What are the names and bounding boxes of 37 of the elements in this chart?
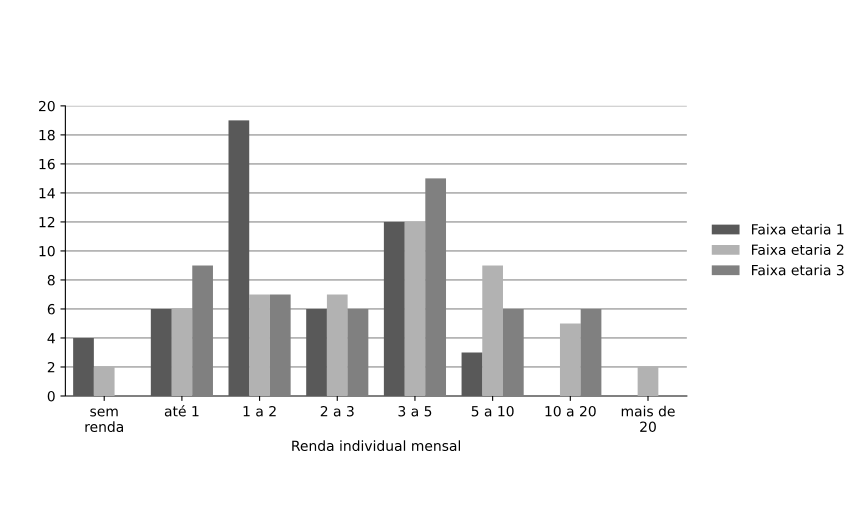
y-tick-label: 14 bbox=[40, 188, 55, 198]
bar bbox=[249, 294, 270, 396]
x-tick-label: 2 a 3 bbox=[320, 406, 354, 416]
y-tick-label: 10 bbox=[40, 246, 55, 256]
x-tick-label: 5 a 10 bbox=[472, 406, 514, 416]
bar bbox=[462, 352, 482, 396]
bar bbox=[150, 308, 172, 396]
x-tick-label: 1 a 2 bbox=[244, 406, 276, 416]
x-axis-title: Renda individual mensal bbox=[292, 440, 460, 452]
bar bbox=[404, 222, 426, 396]
y-tick-label: 16 bbox=[40, 158, 55, 170]
y-tick-label: 4 bbox=[47, 333, 55, 344]
x-tick-label: mais de 20 bbox=[622, 406, 675, 432]
legend-label: Faixa etaria 3 bbox=[752, 264, 844, 276]
bar bbox=[228, 120, 250, 396]
bar bbox=[638, 366, 658, 396]
x-tick-label: 10 a 20 bbox=[546, 406, 596, 416]
bar bbox=[94, 366, 115, 396]
bar bbox=[560, 323, 581, 396]
x-tick-label: até 1 bbox=[164, 405, 198, 416]
bar bbox=[73, 338, 94, 396]
y-tick-label: 0 bbox=[48, 390, 55, 402]
y-tick-label: 12 bbox=[40, 216, 54, 228]
bar bbox=[172, 308, 192, 396]
x-tick-label: 3 a 5 bbox=[398, 406, 432, 416]
y-tick-label: 20 bbox=[38, 100, 55, 112]
y-tick-label: 2 bbox=[48, 362, 54, 372]
bar bbox=[326, 294, 348, 396]
bar bbox=[482, 265, 503, 396]
y-tick-label: 8 bbox=[48, 274, 55, 286]
legend-label: Faixa etaria 1 bbox=[752, 224, 844, 235]
bar bbox=[306, 308, 327, 396]
x-tick-label: sem renda bbox=[85, 408, 123, 432]
y-tick-label: 18 bbox=[40, 130, 55, 140]
y-tick-label: 6 bbox=[48, 304, 55, 314]
legend-label: Faixa etaria 2 bbox=[752, 244, 844, 255]
bar bbox=[384, 222, 405, 396]
